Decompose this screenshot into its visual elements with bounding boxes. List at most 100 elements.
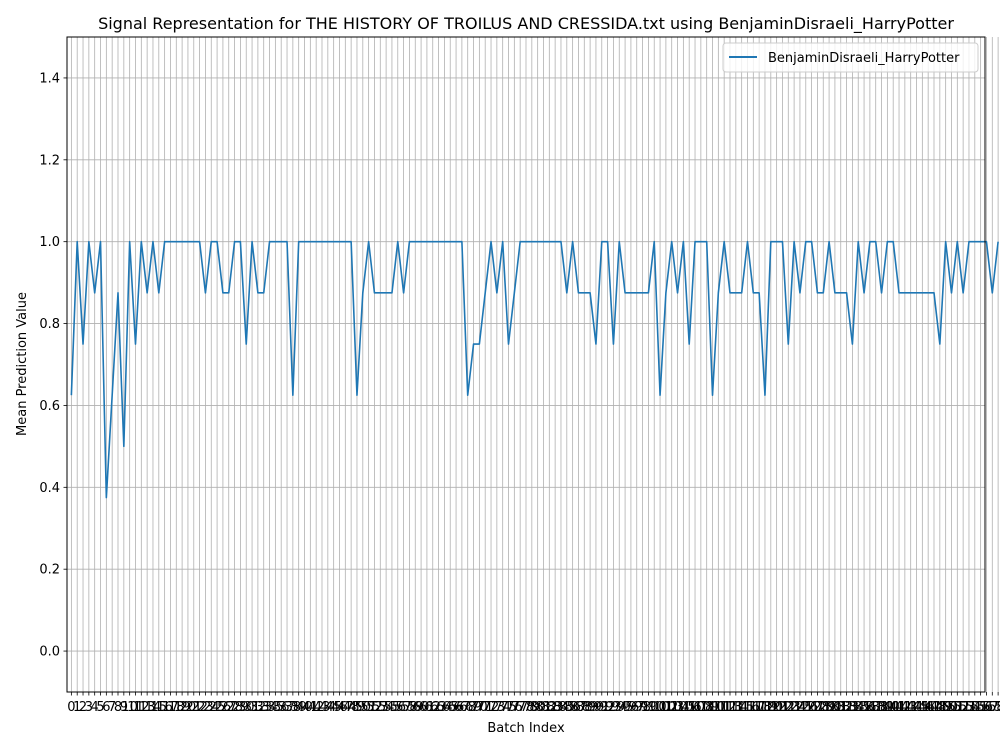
x-tick-label: 130 bbox=[817, 700, 842, 715]
x-tick-label: 124 bbox=[782, 700, 807, 715]
y-axis-label: Mean Prediction Value bbox=[15, 292, 30, 436]
x-tick-label: 29 bbox=[232, 700, 249, 715]
grid bbox=[67, 37, 999, 692]
x-tick-label: 120 bbox=[758, 700, 783, 715]
x-tick-label: 110 bbox=[700, 700, 725, 715]
x-tick-label: 42 bbox=[308, 700, 325, 715]
x-tick-label: 50 bbox=[355, 700, 372, 715]
x-tick-label: 70 bbox=[471, 700, 488, 715]
y-axis-ticks: 0.0 0.2 0.4 0.6 0.8 1.0 1.2 1.4 bbox=[39, 71, 67, 660]
x-tick-label: 59 bbox=[407, 700, 424, 715]
x-tick-label: 36 bbox=[273, 700, 290, 715]
chart-title: Signal Representation for THE HISTORY OF… bbox=[98, 14, 954, 34]
x-tick-label: 53 bbox=[372, 700, 389, 715]
x-tick-label: 150 bbox=[933, 700, 958, 715]
x-tick-label: 0 bbox=[67, 700, 75, 715]
x-tick-label: 143 bbox=[892, 700, 917, 715]
x-tick-label: 128 bbox=[805, 700, 830, 715]
x-tick-label: 157 bbox=[974, 700, 999, 715]
x-tick-label: 117 bbox=[741, 700, 766, 715]
legend: BenjaminDisraeli_HarryPotter bbox=[722, 42, 979, 73]
x-tick-label: 142 bbox=[887, 700, 912, 715]
x-tick-label: 39 bbox=[290, 700, 307, 715]
x-tick-label: 48 bbox=[343, 700, 360, 715]
x-tick-label: 44 bbox=[320, 700, 337, 715]
x-axis-label: Batch Index bbox=[487, 721, 565, 736]
x-tick-label: 87 bbox=[570, 700, 587, 715]
x-tick-label: 95 bbox=[617, 700, 634, 715]
x-tick-label: 24 bbox=[203, 700, 220, 715]
x-tick-label: 75 bbox=[500, 700, 517, 715]
x-tick-label: 7 bbox=[108, 700, 116, 715]
x-tick-label: 104 bbox=[665, 700, 690, 715]
x-tick-label: 25 bbox=[209, 700, 226, 715]
x-tick-label: 19 bbox=[174, 700, 191, 715]
x-tick-label: 54 bbox=[378, 700, 395, 715]
x-tick-label: 92 bbox=[599, 700, 616, 715]
x-tick-label: 134 bbox=[840, 700, 865, 715]
x-tick-label: 116 bbox=[735, 700, 760, 715]
y-tick-label: 1.4 bbox=[39, 71, 60, 86]
x-tick-label: 125 bbox=[788, 700, 813, 715]
x-tick-label: 101 bbox=[648, 700, 673, 715]
y-tick-label: 1.2 bbox=[39, 153, 60, 168]
x-tick-label: 14 bbox=[145, 700, 162, 715]
x-tick-label: 32 bbox=[250, 700, 267, 715]
x-tick-label: 154 bbox=[957, 700, 982, 715]
x-tick-label: 38 bbox=[285, 700, 302, 715]
x-tick-label: 99 bbox=[640, 700, 657, 715]
x-tick-label: 71 bbox=[477, 700, 494, 715]
x-tick-label: 45 bbox=[325, 700, 342, 715]
x-tick-label: 41 bbox=[302, 700, 319, 715]
x-tick-label: 73 bbox=[489, 700, 506, 715]
x-tick-label: 127 bbox=[799, 700, 824, 715]
x-tick-label: 158 bbox=[980, 700, 1000, 715]
x-tick-label: 55 bbox=[384, 700, 401, 715]
x-tick-label: 97 bbox=[628, 700, 645, 715]
x-tick-label: 69 bbox=[465, 700, 482, 715]
x-tick-label: 109 bbox=[694, 700, 719, 715]
x-tick-label: 34 bbox=[261, 700, 278, 715]
y-tick-label: 0.0 bbox=[39, 645, 60, 660]
legend-label: BenjaminDisraeli_HarryPotter bbox=[768, 51, 960, 66]
x-tick-label: 135 bbox=[846, 700, 871, 715]
x-tick-label: 74 bbox=[494, 700, 511, 715]
x-tick-label: 4 bbox=[91, 700, 99, 715]
x-tick-label: 105 bbox=[671, 700, 696, 715]
x-tick-label: 112 bbox=[712, 700, 737, 715]
x-tick-label: 80 bbox=[529, 700, 546, 715]
x-tick-label: 141 bbox=[881, 700, 906, 715]
x-tick-label: 102 bbox=[653, 700, 678, 715]
x-tick-label: 106 bbox=[677, 700, 702, 715]
x-tick-label: 30 bbox=[238, 700, 255, 715]
x-tick-label: 22 bbox=[191, 700, 208, 715]
y-tick-label: 1.0 bbox=[39, 235, 60, 250]
x-tick-label: 27 bbox=[220, 700, 237, 715]
x-tick-label: 93 bbox=[605, 700, 622, 715]
x-tick-label: 62 bbox=[424, 700, 441, 715]
x-tick-label: 8 bbox=[114, 700, 122, 715]
x-tick-label: 5 bbox=[96, 700, 104, 715]
x-tick-label: 9 bbox=[120, 700, 128, 715]
x-tick-label: 2 bbox=[79, 700, 87, 715]
x-tick-label: 78 bbox=[518, 700, 535, 715]
x-tick-label: 86 bbox=[564, 700, 581, 715]
x-tick-label: 49 bbox=[349, 700, 366, 715]
x-tick-label: 88 bbox=[576, 700, 593, 715]
x-tick-label: 148 bbox=[922, 700, 947, 715]
x-tick-label: 156 bbox=[968, 700, 993, 715]
x-tick-label: 17 bbox=[162, 700, 179, 715]
x-tick-label: 137 bbox=[857, 700, 882, 715]
x-tick-label: 51 bbox=[360, 700, 377, 715]
y-tick-label: 0.4 bbox=[39, 481, 60, 496]
x-tick-label: 72 bbox=[483, 700, 500, 715]
x-tick-label: 12 bbox=[133, 700, 150, 715]
x-tick-label: 20 bbox=[180, 700, 197, 715]
x-tick-label: 115 bbox=[729, 700, 754, 715]
x-tick-label: 123 bbox=[776, 700, 801, 715]
x-tick-label: 77 bbox=[512, 700, 529, 715]
x-tick-label: 144 bbox=[898, 700, 923, 715]
x-tick-label: 15 bbox=[151, 700, 168, 715]
x-tick-label: 111 bbox=[706, 700, 731, 715]
x-tick-label: 131 bbox=[823, 700, 848, 715]
